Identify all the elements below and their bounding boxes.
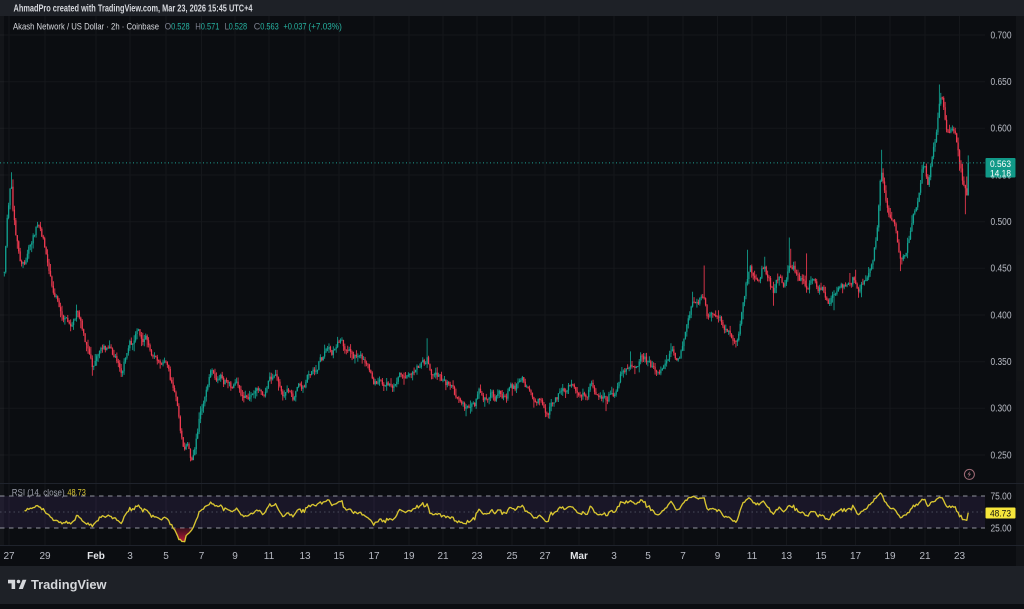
svg-text:0.528: 0.528 bbox=[229, 22, 248, 33]
svg-text:29: 29 bbox=[39, 551, 51, 562]
svg-text:3: 3 bbox=[127, 551, 133, 562]
svg-text:23: 23 bbox=[471, 551, 483, 562]
svg-text:19: 19 bbox=[403, 551, 415, 562]
svg-text:21: 21 bbox=[919, 551, 931, 562]
svg-text:13: 13 bbox=[299, 551, 311, 562]
svg-text:9: 9 bbox=[232, 551, 238, 562]
svg-text:0.571: 0.571 bbox=[201, 22, 220, 33]
svg-text:25: 25 bbox=[506, 551, 518, 562]
svg-text:27: 27 bbox=[539, 551, 551, 562]
svg-text:5: 5 bbox=[645, 551, 651, 562]
svg-text:7: 7 bbox=[199, 551, 205, 562]
svg-text:Akash Network / US Dollar · 2h: Akash Network / US Dollar · 2h · Coinbas… bbox=[13, 22, 159, 33]
svg-text:21: 21 bbox=[437, 551, 449, 562]
svg-text:0.563: 0.563 bbox=[260, 22, 279, 33]
svg-text:11: 11 bbox=[747, 551, 758, 562]
svg-text:0.700: 0.700 bbox=[991, 30, 1012, 41]
svg-text:(+7.03%): (+7.03%) bbox=[308, 22, 341, 33]
svg-text:75.00: 75.00 bbox=[991, 491, 1012, 502]
svg-text:27: 27 bbox=[3, 551, 15, 562]
svg-text:0.300: 0.300 bbox=[991, 404, 1012, 415]
svg-text:O: O bbox=[165, 22, 172, 33]
svg-text:0.450: 0.450 bbox=[991, 264, 1012, 275]
svg-text:RSI (14, close): RSI (14, close) bbox=[12, 488, 65, 498]
svg-text:25.00: 25.00 bbox=[991, 523, 1012, 534]
svg-text:Feb: Feb bbox=[87, 551, 105, 562]
svg-text:48.73: 48.73 bbox=[67, 488, 86, 498]
svg-text:15: 15 bbox=[815, 551, 827, 562]
svg-text:C: C bbox=[254, 22, 261, 33]
svg-text:17: 17 bbox=[850, 551, 862, 562]
svg-text:19: 19 bbox=[884, 551, 896, 562]
svg-text:5: 5 bbox=[163, 551, 169, 562]
svg-text:23: 23 bbox=[954, 551, 966, 562]
svg-text:L: L bbox=[225, 22, 229, 33]
svg-text:11: 11 bbox=[264, 551, 275, 562]
svg-text:14.18: 14.18 bbox=[990, 168, 1011, 179]
svg-text:0.650: 0.650 bbox=[991, 77, 1012, 88]
svg-text:Mar: Mar bbox=[570, 551, 588, 562]
svg-text:TradingView: TradingView bbox=[31, 578, 107, 592]
svg-text:AhmadPro created with TradingV: AhmadPro created with TradingView.com, M… bbox=[14, 3, 253, 15]
svg-text:3: 3 bbox=[611, 551, 617, 562]
svg-text:17: 17 bbox=[368, 551, 380, 562]
svg-text:0.250: 0.250 bbox=[991, 450, 1012, 461]
svg-text:H: H bbox=[195, 22, 201, 33]
svg-text:48.73: 48.73 bbox=[990, 508, 1011, 519]
svg-text:0.600: 0.600 bbox=[991, 124, 1012, 135]
svg-text:+0.037: +0.037 bbox=[283, 22, 306, 33]
svg-text:13: 13 bbox=[781, 551, 793, 562]
svg-text:9: 9 bbox=[715, 551, 721, 562]
svg-text:0.400: 0.400 bbox=[991, 310, 1012, 321]
svg-text:15: 15 bbox=[333, 551, 345, 562]
svg-text:7: 7 bbox=[680, 551, 686, 562]
svg-text:0.500: 0.500 bbox=[991, 217, 1012, 228]
svg-text:0.528: 0.528 bbox=[171, 22, 190, 33]
svg-text:0.350: 0.350 bbox=[991, 357, 1012, 368]
svg-text:0.563: 0.563 bbox=[990, 159, 1011, 170]
